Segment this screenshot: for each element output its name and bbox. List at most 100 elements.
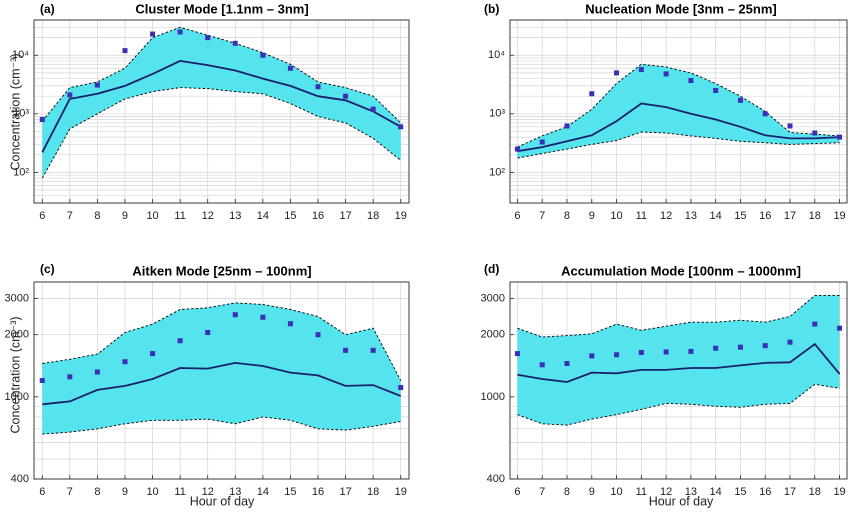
x-tick-label: 12 xyxy=(660,210,672,222)
mean-point xyxy=(39,378,45,383)
median-line xyxy=(517,102,840,153)
mean-point xyxy=(205,329,211,335)
panel-d-xlabel: Hour of day xyxy=(649,494,714,508)
mean-point xyxy=(787,339,793,345)
x-tick-label: 17 xyxy=(339,210,351,222)
mean-point xyxy=(260,52,266,58)
x-tick-label: 11 xyxy=(174,210,185,222)
y-tick-label: 2000 xyxy=(481,329,505,341)
mean-point xyxy=(150,351,156,357)
mean-point xyxy=(837,134,843,140)
median-line xyxy=(41,59,402,153)
x-tick-label: 18 xyxy=(367,486,379,498)
x-tick-label: 14 xyxy=(257,210,269,222)
x-tick-label: 14 xyxy=(257,486,269,498)
x-tick-label: 11 xyxy=(174,486,185,498)
mean-point xyxy=(343,347,349,353)
panel-c-title: Aitken Mode [25nm – 100nm] xyxy=(132,263,311,278)
mean-point xyxy=(39,116,45,122)
upper-bound-line xyxy=(517,63,840,148)
panel-b: (b) Nucleation Mode [3nm – 25nm] 6 7 8 9 10 1… xyxy=(484,1,848,222)
lower-bound-line xyxy=(517,131,840,159)
mean-point xyxy=(713,88,719,94)
mean-point xyxy=(539,362,545,368)
mean-point xyxy=(150,31,156,37)
panel-b-title: Nucleation Mode [3nm – 25nm] xyxy=(585,1,776,16)
panel-b-y-ticks: 10² 10³ 10⁴ xyxy=(488,49,514,178)
mean-point xyxy=(315,84,321,90)
x-tick-label: 15 xyxy=(284,486,296,498)
x-tick-label: 17 xyxy=(784,486,796,498)
mean-point xyxy=(287,65,293,71)
x-tick-label: 9 xyxy=(122,486,128,498)
mean-point xyxy=(398,124,404,130)
mean-point xyxy=(787,123,793,129)
panel-d-plot: 6 7 8 9 10 11 12 13 14 15 16 17 18 19 400 1000 2000 3000 xyxy=(481,281,848,498)
mean-point xyxy=(589,91,595,97)
panel-b-frame xyxy=(509,19,848,204)
mean-point xyxy=(370,347,376,353)
mean-point xyxy=(205,35,211,41)
y-tick-label: 10² xyxy=(489,166,505,178)
y-tick-label: 400 xyxy=(487,473,505,485)
panel-a-frame xyxy=(33,19,410,204)
panel-c-x-ticks: 6 7 8 9 10 11 12 13 14 15 16 17 18 19 xyxy=(39,475,407,498)
x-tick-label: 7 xyxy=(539,486,545,498)
x-tick-label: 13 xyxy=(229,210,241,222)
mean-point xyxy=(232,312,238,318)
x-tick-label: 14 xyxy=(710,486,722,498)
mean-point xyxy=(837,325,843,331)
panel-a-label: (a) xyxy=(40,2,55,16)
panel-c-frame xyxy=(33,281,410,480)
mean-point xyxy=(514,146,520,152)
panel-a-plot: 6 7 8 9 10 11 12 13 14 15 16 17 18 19 10² 10³ 10⁴ xyxy=(12,19,410,222)
x-tick-label: 18 xyxy=(367,210,379,222)
panel-a-title: Cluster Mode [1.1nm – 3nm] xyxy=(135,1,308,16)
x-tick-label: 13 xyxy=(685,486,697,498)
mean-point xyxy=(589,353,595,359)
x-tick-label: 19 xyxy=(833,210,845,222)
x-tick-label: 13 xyxy=(229,486,241,498)
x-tick-label: 15 xyxy=(734,210,746,222)
x-tick-label: 15 xyxy=(284,210,296,222)
x-tick-label: 16 xyxy=(312,210,324,222)
x-tick-label: 12 xyxy=(202,210,214,222)
x-tick-label: 19 xyxy=(395,486,407,498)
y-tick-label: 3000 xyxy=(481,292,505,304)
upper-bound-line xyxy=(517,294,840,338)
mean-point xyxy=(232,40,238,46)
x-tick-label: 16 xyxy=(759,486,771,498)
mean-point xyxy=(688,348,694,354)
x-tick-label: 19 xyxy=(833,486,845,498)
panel-d-title: Accumulation Mode [100nm – 1000nm] xyxy=(561,263,801,278)
x-tick-label: 13 xyxy=(685,210,697,222)
mean-point xyxy=(737,344,743,350)
mean-point xyxy=(398,384,404,390)
mean-point xyxy=(94,369,100,375)
x-tick-label: 15 xyxy=(734,486,746,498)
mean-point xyxy=(177,338,183,344)
mean-point xyxy=(514,351,520,357)
panel-b-plot: 6 7 8 9 10 11 12 13 14 15 16 17 18 19 10² 10³ 10⁴ xyxy=(488,19,848,222)
upper-bound-line xyxy=(41,26,402,124)
y-tick-label: 1000 xyxy=(481,391,505,403)
mean-point xyxy=(122,359,128,365)
x-tick-label: 7 xyxy=(539,210,545,222)
x-tick-label: 14 xyxy=(710,210,722,222)
panel-d: (d) Accumulation Mode [100nm – 1000nm] 6… xyxy=(481,262,848,508)
mean-point xyxy=(67,374,73,380)
x-tick-label: 16 xyxy=(759,210,771,222)
lower-bound-line xyxy=(41,87,401,179)
x-tick-label: 8 xyxy=(564,486,570,498)
x-tick-label: 9 xyxy=(589,486,595,498)
y-tick-label: 2000 xyxy=(5,329,29,341)
x-tick-label: 11 xyxy=(636,210,647,222)
x-tick-label: 10 xyxy=(146,210,158,222)
mean-point xyxy=(539,139,545,145)
panel-a-series xyxy=(39,26,404,179)
x-tick-label: 10 xyxy=(610,210,622,222)
panel-b-x-ticks: 6 7 8 9 10 11 12 13 14 15 16 17 18 19 xyxy=(514,199,846,222)
x-tick-label: 6 xyxy=(39,210,45,222)
panel-c-xlabel: Hour of day xyxy=(190,494,255,508)
